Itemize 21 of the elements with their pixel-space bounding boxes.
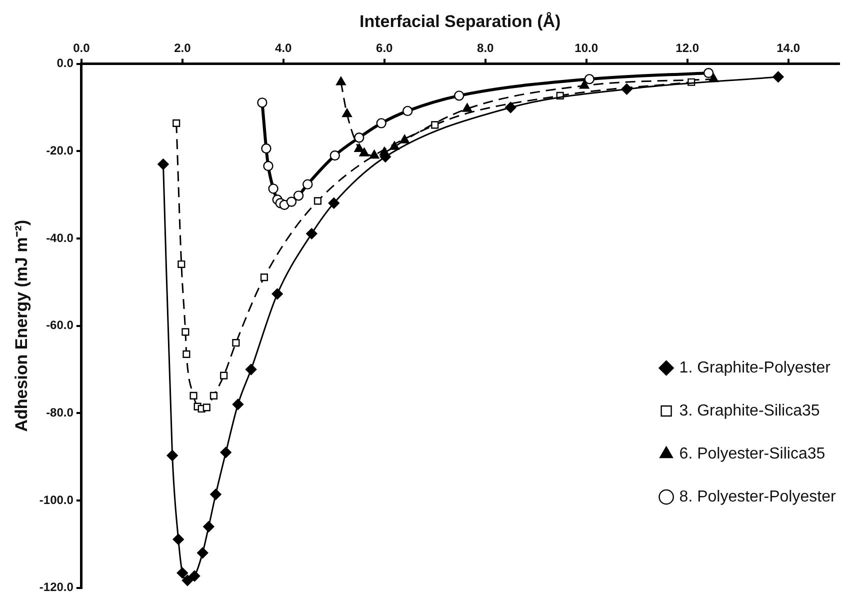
y-axis-title: Adhesion Energy (mJ m⁻²) [12,220,31,432]
x-tick-label: 4.0 [275,40,292,55]
x-tick-label: 6.0 [376,40,394,55]
y-tick-label: -40.0 [46,230,74,245]
legend-label: 8. Polyester-Polyester [679,488,836,506]
legend-label: 1. Graphite-Polyester [679,359,832,376]
x-tick-label: 0.0 [73,40,90,55]
x-tick-label: 8.0 [477,40,494,55]
x-axis-title: Interfacial Separation (Å) [360,12,561,31]
legend-label: 6. Polyester-Silica35 [679,445,826,462]
y-tick-label: -80.0 [46,405,74,420]
x-tick-label: 2.0 [174,40,192,55]
y-tick-label: -120.0 [39,580,74,594]
y-tick-label: -60.0 [46,318,74,332]
x-tick-label: 10.0 [574,40,598,55]
y-tick-label: -20.0 [46,143,74,158]
x-tick-label: 12.0 [676,40,700,55]
y-tick-label: 0.0 [56,56,74,70]
y-tick-label: -100.0 [39,492,74,507]
legend-label: 3. Graphite-Silica35 [679,402,820,420]
x-tick-label: 14.0 [776,40,800,55]
